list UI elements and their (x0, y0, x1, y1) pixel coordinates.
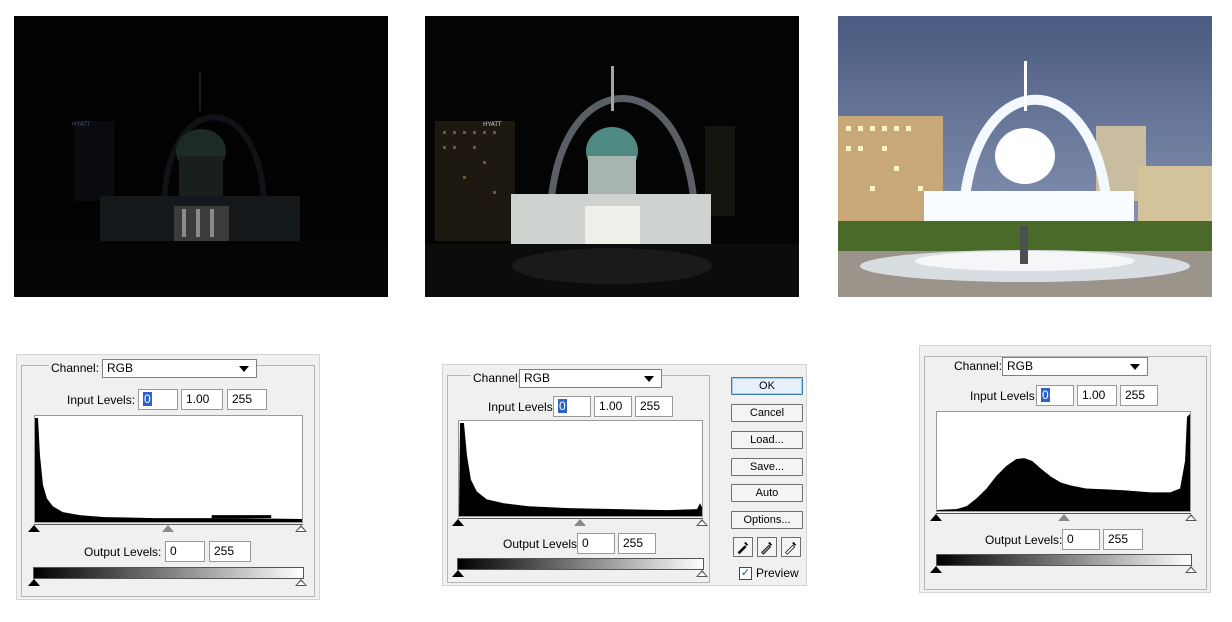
dark-photo: HYATT (14, 16, 388, 297)
output-gradient (936, 554, 1192, 566)
output-white-field[interactable]: 255 (209, 541, 251, 562)
input-black-field[interactable]: 0 (138, 389, 178, 410)
eyedropper-gray-icon (761, 541, 773, 555)
input-black-handle[interactable] (452, 519, 464, 526)
input-slider-track (34, 524, 303, 525)
input-gamma-handle[interactable] (574, 519, 586, 526)
input-gamma-handle[interactable] (1058, 514, 1070, 521)
output-levels-label: Output Levels: (503, 537, 581, 551)
preview-checkbox[interactable]: ✓ (739, 567, 752, 580)
white-eyedropper-button[interactable] (781, 537, 801, 557)
input-levels-label: Input Levels: (488, 400, 557, 414)
input-black-field[interactable]: 0 (1036, 385, 1074, 406)
output-black-handle[interactable] (452, 570, 464, 577)
cancel-button[interactable]: Cancel (731, 404, 803, 422)
output-white-handle[interactable] (295, 579, 307, 586)
black-eyedropper-button[interactable] (733, 537, 753, 557)
channel-select[interactable]: RGB (1002, 357, 1148, 376)
chevron-down-icon (239, 366, 249, 372)
input-white-field[interactable]: 255 (1120, 385, 1158, 406)
output-white-field[interactable]: 255 (1103, 529, 1143, 550)
levels-panel-bright: Channel: RGB Input Levels: 0 1.00 255 Ou… (919, 345, 1211, 593)
output-levels-label: Output Levels: (985, 533, 1063, 547)
normal-photo: HYATT (425, 16, 799, 297)
levels-panel-dark: Channel: RGB Input Levels: 0 1.00 255 Ou… (16, 354, 320, 600)
input-white-field[interactable]: 255 (227, 389, 267, 410)
input-levels-label: Input Levels: (970, 389, 1039, 403)
channel-value: RGB (524, 371, 551, 385)
input-slider-track (936, 513, 1191, 514)
input-slider-track (458, 518, 703, 519)
load-button[interactable]: Load... (731, 431, 803, 449)
options-button[interactable]: Options... (731, 511, 803, 529)
chevron-down-icon (1130, 364, 1140, 370)
channel-label: Channel: (471, 371, 524, 385)
preview-label: Preview (756, 566, 799, 580)
histogram (936, 411, 1191, 512)
chevron-down-icon (644, 376, 654, 382)
input-black-handle[interactable] (28, 525, 40, 532)
input-gamma-handle[interactable] (162, 525, 174, 532)
levels-group (924, 356, 1207, 590)
input-white-handle[interactable] (696, 519, 708, 526)
output-black-field[interactable]: 0 (165, 541, 205, 562)
output-gradient (457, 558, 704, 570)
output-black-field[interactable]: 0 (1062, 529, 1100, 550)
output-black-handle[interactable] (930, 566, 942, 573)
output-black-handle[interactable] (28, 579, 40, 586)
input-white-handle[interactable] (295, 525, 307, 532)
input-gamma-field[interactable]: 1.00 (594, 396, 632, 417)
save-button[interactable]: Save... (731, 458, 803, 476)
auto-button[interactable]: Auto (731, 484, 803, 502)
histogram (34, 415, 303, 523)
input-black-field[interactable]: 0 (553, 396, 591, 417)
gray-eyedropper-button[interactable] (757, 537, 777, 557)
channel-select[interactable]: RGB (519, 369, 662, 388)
channel-value: RGB (107, 361, 134, 375)
output-black-field[interactable]: 0 (577, 533, 615, 554)
input-white-field[interactable]: 255 (635, 396, 673, 417)
output-white-field[interactable]: 255 (618, 533, 656, 554)
channel-label: Channel: (49, 361, 102, 375)
eyedropper-white-icon (785, 541, 797, 555)
channel-select[interactable]: RGB (102, 359, 257, 378)
channel-label: Channel: (952, 359, 1005, 373)
input-levels-label: Input Levels: (67, 393, 136, 407)
input-white-handle[interactable] (1185, 514, 1197, 521)
input-gamma-field[interactable]: 1.00 (181, 389, 223, 410)
output-levels-label: Output Levels: (84, 545, 162, 559)
hotel-sign: HYATT (72, 121, 91, 128)
output-gradient (33, 567, 304, 579)
eyedropper-black-icon (737, 541, 749, 555)
levels-dialog-normal: Channel: RGB Input Levels: 0 1.00 255 Ou… (442, 364, 807, 586)
output-white-handle[interactable] (696, 570, 708, 577)
hotel-sign: HYATT (483, 121, 502, 128)
input-gamma-field[interactable]: 1.00 (1077, 385, 1117, 406)
channel-value: RGB (1007, 359, 1034, 373)
bright-photo (838, 16, 1212, 297)
ok-button[interactable]: OK (731, 377, 803, 395)
histogram (458, 420, 703, 517)
input-black-handle[interactable] (930, 514, 942, 521)
output-white-handle[interactable] (1185, 566, 1197, 573)
